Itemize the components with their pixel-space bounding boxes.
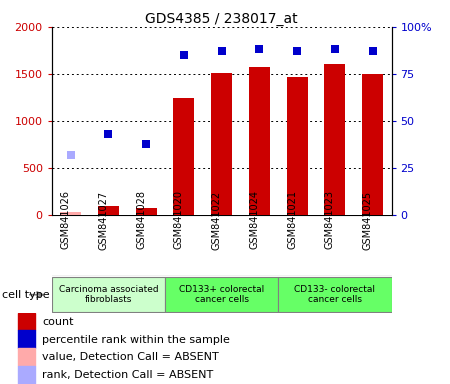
Bar	[324, 64, 345, 215]
Bar	[165, 277, 278, 312]
Text: Carcinoma associated
fibroblasts: Carcinoma associated fibroblasts	[58, 285, 158, 305]
Bar	[18, 366, 36, 384]
Point	[105, 131, 112, 137]
Text: GSM841027: GSM841027	[99, 190, 108, 250]
Point	[256, 46, 263, 53]
Text: rank, Detection Call = ABSENT: rank, Detection Call = ABSENT	[42, 370, 213, 380]
Point	[369, 48, 376, 55]
Text: GSM841026: GSM841026	[61, 190, 71, 250]
Bar	[249, 67, 270, 215]
Point	[293, 48, 301, 55]
Title: GDS4385 / 238017_at: GDS4385 / 238017_at	[145, 12, 298, 26]
Point	[143, 141, 150, 147]
Text: GSM841025: GSM841025	[363, 190, 373, 250]
Bar	[98, 206, 119, 215]
Text: GSM841024: GSM841024	[249, 190, 259, 250]
Bar	[18, 313, 36, 330]
Bar	[136, 208, 157, 215]
Bar	[52, 277, 165, 312]
Bar	[287, 77, 307, 215]
Point	[180, 52, 188, 58]
Text: GSM841022: GSM841022	[212, 190, 221, 250]
Text: cell type: cell type	[2, 290, 50, 300]
Bar	[278, 277, 392, 312]
Bar	[362, 74, 383, 215]
Bar	[60, 212, 81, 215]
Text: value, Detection Call = ABSENT: value, Detection Call = ABSENT	[42, 353, 219, 362]
Text: CD133- colorectal
cancer cells: CD133- colorectal cancer cells	[294, 285, 375, 305]
Point	[67, 152, 74, 158]
Text: CD133+ colorectal
cancer cells: CD133+ colorectal cancer cells	[179, 285, 264, 305]
Bar	[211, 73, 232, 215]
Text: GSM841023: GSM841023	[325, 190, 335, 250]
Text: GSM841020: GSM841020	[174, 190, 184, 250]
Text: percentile rank within the sample: percentile rank within the sample	[42, 334, 230, 344]
Bar	[174, 98, 194, 215]
Point	[218, 48, 225, 55]
Bar	[18, 348, 36, 366]
Bar	[18, 330, 36, 348]
Text: GSM841021: GSM841021	[287, 190, 297, 250]
Text: count: count	[42, 317, 73, 327]
Point	[331, 46, 338, 53]
Text: GSM841028: GSM841028	[136, 190, 146, 250]
